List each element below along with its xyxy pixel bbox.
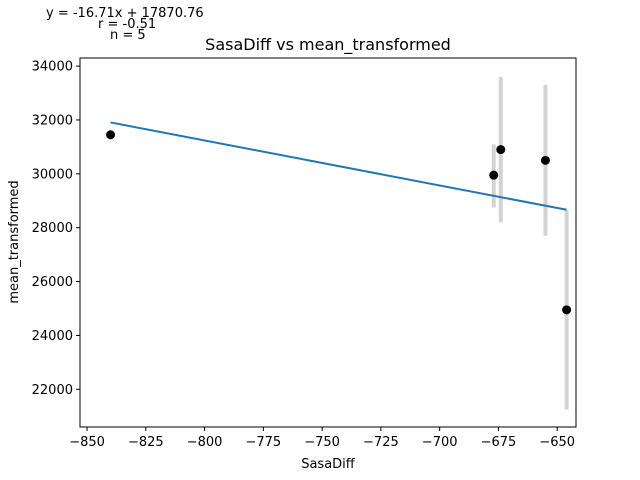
y-tick-label-6: 34000: [32, 60, 73, 75]
y-axis-ticks: 22000 24000 26000 28000 30000 32000 34000: [32, 60, 80, 398]
data-point-2: [496, 145, 506, 155]
x-axis-ticks: −850 −825 −800 −775 −750 −725 −700 −675 −650: [69, 427, 575, 450]
x-tick-label-6: −700: [422, 435, 458, 450]
equation-annotation: y = -16.71x + 17870.76: [46, 6, 204, 21]
x-tick-label-4: −750: [304, 435, 340, 450]
r-annotation: r = -0.51: [98, 17, 156, 32]
y-tick-label-4: 30000: [32, 167, 73, 182]
error-bars: [491, 76, 569, 410]
data-point-0: [106, 130, 116, 140]
regression-line: [110, 121, 567, 211]
x-tick-label-3: −775: [245, 435, 281, 450]
y-tick-label-1: 24000: [32, 329, 73, 344]
data-points: [106, 130, 572, 315]
data-point-1: [489, 170, 499, 180]
x-tick-label-7: −675: [481, 435, 517, 450]
y-tick-label-3: 28000: [32, 221, 73, 236]
x-tick-label-5: −725: [363, 435, 399, 450]
chart-title: SasaDiff vs mean_transformed: [205, 35, 451, 55]
x-tick-label-2: −800: [187, 435, 223, 450]
y-tick-label-5: 32000: [32, 113, 73, 128]
x-tick-label-0: −850: [69, 435, 105, 450]
y-tick-label-0: 22000: [32, 383, 73, 398]
y-axis-label: mean_transformed: [7, 180, 22, 303]
n-annotation: n = 5: [110, 28, 146, 43]
data-point-3: [540, 155, 550, 165]
x-tick-label-8: −650: [539, 435, 575, 450]
x-axis-label: SasaDiff: [301, 457, 356, 472]
x-tick-label-1: −825: [128, 435, 164, 450]
fit-line-group: [110, 121, 567, 211]
plot-frame: [79, 57, 577, 428]
data-point-4: [562, 305, 572, 315]
y-tick-label-2: 26000: [32, 275, 73, 290]
